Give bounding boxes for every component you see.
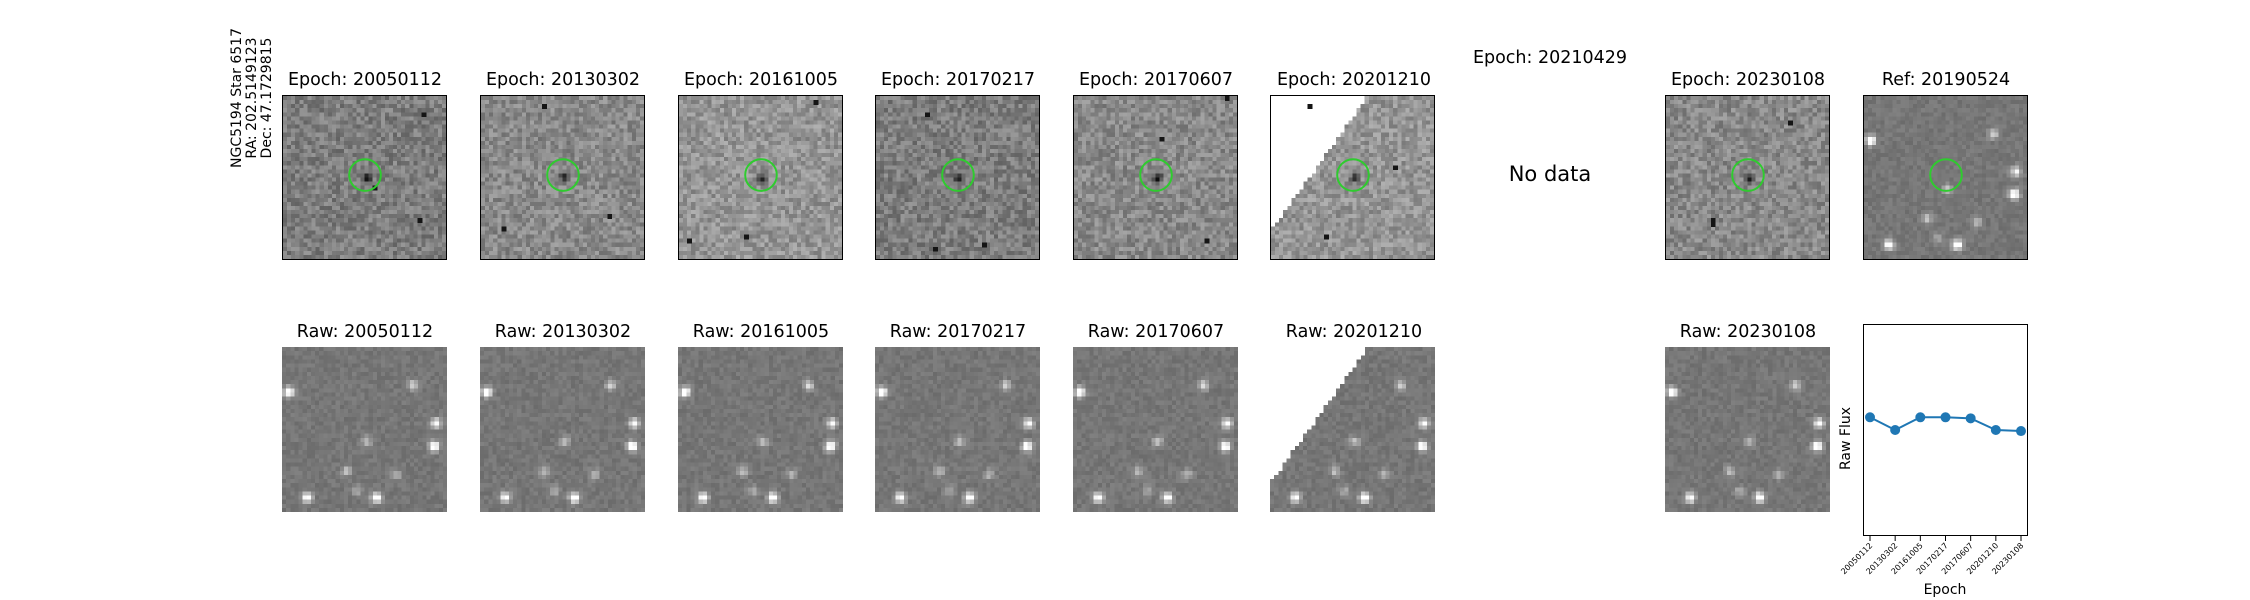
raw-title: Raw: 20170217	[808, 322, 1108, 342]
x-axis-label: Epoch	[1895, 582, 1995, 598]
difference-image	[875, 95, 1040, 260]
raw-image	[678, 347, 843, 512]
image-pixels	[1074, 96, 1237, 259]
raw-image	[480, 347, 645, 512]
data-point	[2016, 426, 2026, 437]
image-pixels	[679, 96, 842, 259]
target-circle	[1731, 158, 1765, 192]
epoch-title: Epoch: 20161005	[611, 70, 911, 90]
target-circle	[1336, 158, 1370, 192]
image-pixels	[480, 347, 645, 512]
difference-image	[1665, 95, 1830, 260]
raw-image	[282, 347, 447, 512]
raw-title: Raw: 20170607	[1006, 322, 1306, 342]
y-axis-label: Raw Flux	[1838, 407, 1854, 470]
epoch-title: Epoch: 20130302	[413, 70, 713, 90]
data-point	[1990, 425, 2001, 435]
target-circle	[941, 158, 975, 192]
raw-title: Raw: 20161005	[611, 322, 911, 342]
image-pixels	[875, 347, 1040, 512]
data-point	[1915, 412, 1926, 423]
raw-title: Raw: 20130302	[413, 322, 713, 342]
data-point	[1890, 425, 1901, 435]
image-pixels	[1271, 96, 1434, 259]
image-pixels	[876, 96, 1039, 259]
difference-image	[1270, 95, 1435, 260]
raw-title: Raw: 20201210	[1204, 322, 1504, 342]
image-pixels	[1666, 96, 1829, 259]
image-pixels	[481, 96, 644, 259]
data-point	[1865, 412, 1875, 423]
raw-image	[1270, 347, 1435, 512]
epoch-title: Epoch: 20170217	[808, 70, 1108, 90]
target-circle	[1929, 158, 1963, 192]
difference-image	[480, 95, 645, 260]
image-pixels	[282, 347, 447, 512]
difference-image	[282, 95, 447, 260]
image-pixels	[1665, 347, 1830, 512]
image-pixels	[1864, 96, 2027, 259]
target-circle	[744, 158, 778, 192]
no-data-label: No data	[1450, 162, 1650, 186]
target-circle	[1139, 158, 1173, 192]
image-pixels	[283, 96, 446, 259]
target-circle	[348, 158, 382, 192]
epoch-title: Epoch: 20050112	[215, 70, 515, 90]
reference-image	[1863, 95, 2028, 260]
data-point	[1965, 413, 1976, 424]
image-pixels	[1270, 347, 1435, 512]
raw-title: Raw: 20230108	[1598, 322, 1898, 342]
image-pixels	[678, 347, 843, 512]
image-pixels	[1073, 347, 1238, 512]
raw-image	[1073, 347, 1238, 512]
difference-image	[678, 95, 843, 260]
epoch-title: Epoch: 20230108	[1598, 70, 1898, 90]
epoch-title: Epoch: 20201210	[1204, 70, 1504, 90]
target-circle	[546, 158, 580, 192]
epoch-title: Epoch: 20170607	[1006, 70, 1306, 90]
raw-title: Raw: 20050112	[215, 322, 515, 342]
difference-image	[1073, 95, 1238, 260]
epoch-title: Epoch: 20210429	[1400, 48, 1700, 68]
reference-title: Ref: 20190524	[1796, 70, 2096, 90]
raw-image	[875, 347, 1040, 512]
raw-image	[1665, 347, 1830, 512]
data-point	[1940, 412, 1951, 423]
